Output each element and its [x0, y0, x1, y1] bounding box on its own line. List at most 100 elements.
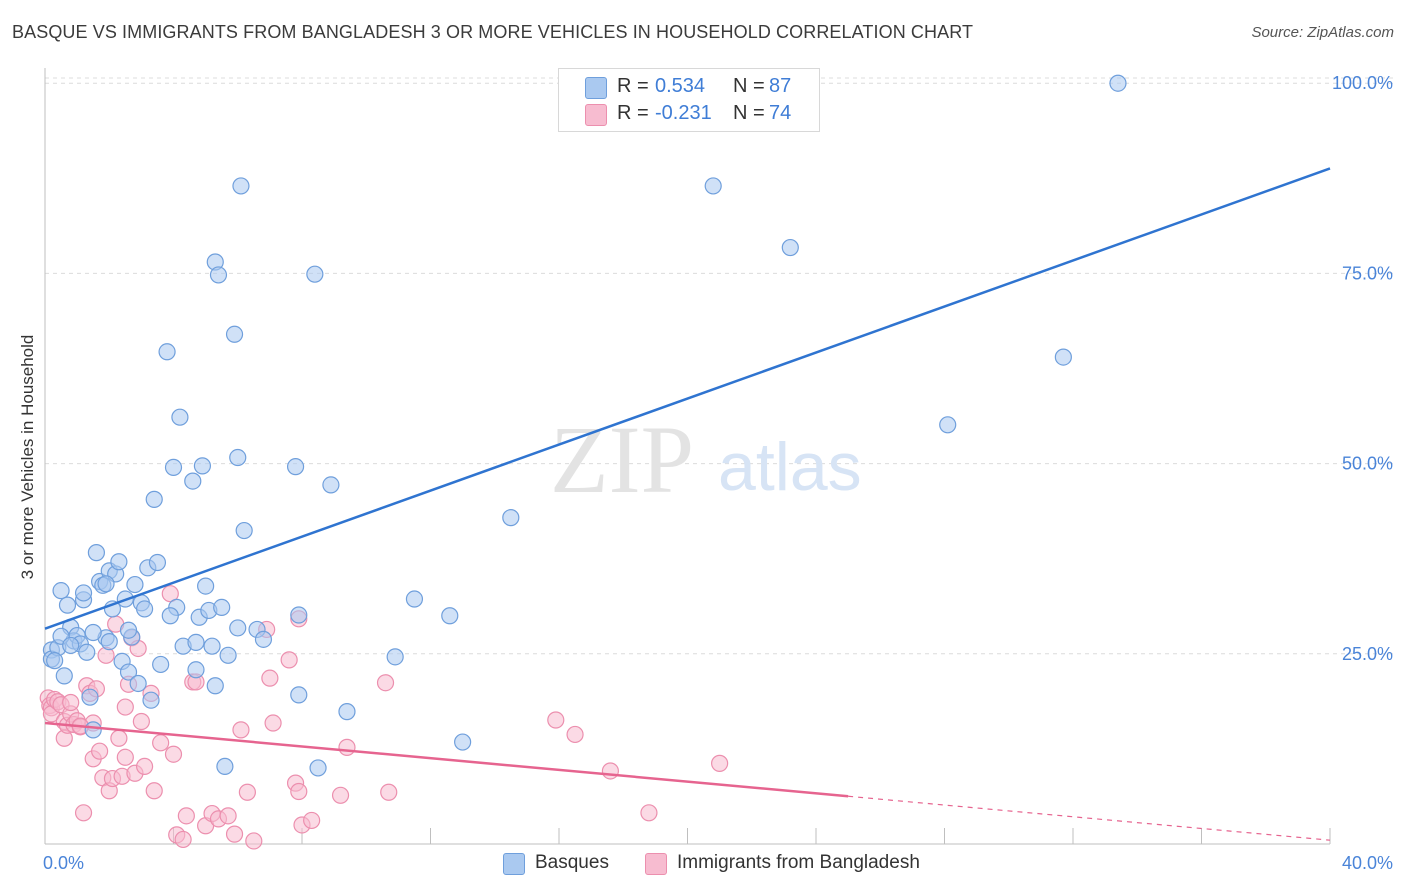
basques-point [78, 643, 96, 661]
bangladesh-point [238, 783, 256, 801]
basques-point [216, 757, 234, 776]
basques-point [197, 577, 215, 595]
y-tick-label: 25.0% [1342, 644, 1393, 664]
y-tick-label: 50.0% [1342, 454, 1393, 474]
basques-point [454, 733, 472, 751]
basques-point [46, 652, 64, 670]
basques-point [219, 646, 237, 664]
basques-point [129, 674, 147, 693]
bangladesh-point [91, 742, 109, 760]
x-tick-labels: 0.0% 40.0% [43, 853, 1393, 873]
legend-n-value-bangladesh: 74 [769, 102, 792, 124]
bottom-legend-swatch-bangladesh [645, 853, 667, 875]
basques-point [74, 584, 93, 602]
y-tick-label: 75.0% [1342, 263, 1393, 283]
legend-n-label: N = [733, 102, 765, 124]
legend-r-value-bangladesh: -0.231 [655, 102, 712, 124]
bangladesh-point [62, 693, 80, 712]
bangladesh-points [39, 585, 729, 850]
y-tick-labels: 25.0% 50.0% 75.0% 100.0% [1332, 73, 1393, 664]
basques-point [193, 457, 212, 475]
bangladesh-point [280, 651, 298, 669]
basques-point [152, 655, 170, 674]
bangladesh-point [135, 757, 154, 776]
bangladesh-point [164, 745, 183, 763]
basques-point [309, 759, 327, 777]
basques-point [441, 607, 459, 625]
basques-point [206, 677, 224, 695]
basques-point [119, 663, 138, 681]
basques-point [81, 688, 99, 706]
bangladesh-point [245, 832, 263, 850]
basques-point [232, 177, 250, 195]
bangladesh-point [566, 725, 584, 744]
bangladesh-point [219, 807, 237, 825]
basques-point [148, 553, 167, 572]
basques-point [171, 408, 189, 426]
legend-r-label: R = [617, 75, 649, 97]
basques-point [254, 630, 273, 648]
basques-point [100, 633, 118, 651]
bangladesh-point [116, 748, 134, 766]
bangladesh-point [264, 714, 282, 732]
basques-point [187, 661, 205, 679]
basques-point [161, 607, 179, 625]
bangladesh-point [225, 825, 244, 843]
bangladesh-point [290, 782, 308, 801]
basques-point [110, 553, 128, 571]
basques-point [209, 266, 228, 284]
legend-r-value-basques: 0.534 [655, 75, 706, 97]
basques-point [213, 598, 231, 616]
basques-point [229, 448, 247, 467]
basques-point [87, 544, 106, 562]
basques-point [502, 509, 520, 527]
legend-r-label: R = [617, 102, 649, 124]
legend-swatch-bangladesh [585, 104, 607, 126]
bangladesh-point [152, 734, 170, 752]
bangladesh-point [303, 811, 321, 830]
basques-point [781, 238, 799, 257]
bangladesh-point [116, 698, 134, 716]
basques-point [229, 619, 247, 637]
watermark-atlas: atlas [718, 429, 862, 505]
bangladesh-point [174, 830, 192, 849]
basques-point [405, 590, 424, 608]
basques-point [939, 416, 957, 434]
basques-points [42, 74, 1127, 777]
basques-point [58, 596, 77, 614]
legend-n-label: N = [733, 75, 765, 97]
basques-point [126, 575, 144, 594]
basques-point [164, 458, 183, 477]
basques-point [338, 703, 356, 721]
basques-point [55, 667, 73, 685]
basques-point [84, 623, 102, 642]
basques-point [306, 265, 324, 283]
basques-point [135, 600, 154, 618]
bangladesh-point [74, 804, 93, 822]
basques-point [1109, 74, 1127, 92]
bangladesh-point [331, 786, 350, 804]
bangladesh-point [601, 762, 620, 780]
legend-n-value-basques: 87 [769, 75, 792, 97]
basques-point [203, 637, 221, 655]
basques-point [84, 721, 102, 739]
basques-point [62, 636, 80, 655]
basques-point [290, 686, 308, 704]
basques-point [184, 472, 202, 490]
bottom-legend-label-basques: Basques [535, 852, 609, 873]
basques-point [52, 582, 70, 600]
bangladesh-point [232, 721, 250, 739]
basques-point [145, 490, 163, 508]
bangladesh-point [261, 669, 279, 687]
chart-title: BASQUE VS IMMIGRANTS FROM BANGLADESH 3 O… [12, 22, 974, 42]
bangladesh-point [376, 674, 395, 692]
legend-swatch-basques [585, 77, 607, 99]
basques-trend-line [44, 167, 1331, 630]
watermark-zip: ZIP [550, 406, 694, 513]
bangladesh-point [177, 807, 195, 825]
basques-point [1054, 348, 1072, 366]
bangladesh-point [132, 712, 150, 731]
bangladesh-point [145, 782, 163, 800]
bangladesh-point [711, 754, 729, 772]
